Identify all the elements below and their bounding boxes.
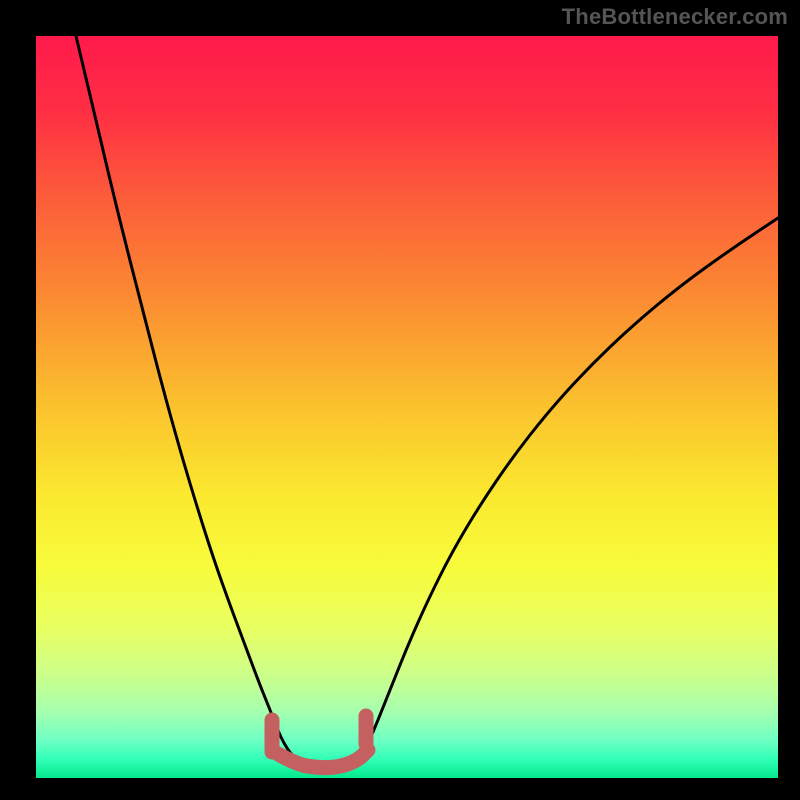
chart-container: TheBottlenecker.com bbox=[0, 0, 800, 800]
watermark-text: TheBottlenecker.com bbox=[562, 4, 788, 30]
plot-gradient-area bbox=[36, 36, 778, 778]
